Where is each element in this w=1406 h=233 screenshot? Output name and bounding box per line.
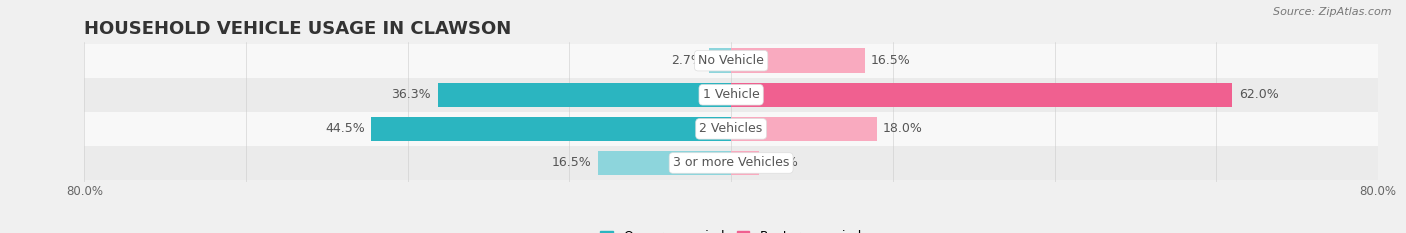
Text: 2.7%: 2.7% <box>671 54 703 67</box>
Text: No Vehicle: No Vehicle <box>699 54 763 67</box>
Text: HOUSEHOLD VEHICLE USAGE IN CLAWSON: HOUSEHOLD VEHICLE USAGE IN CLAWSON <box>84 20 512 38</box>
Bar <box>731 82 1232 107</box>
Text: 18.0%: 18.0% <box>883 122 922 135</box>
Text: 16.5%: 16.5% <box>870 54 911 67</box>
Text: 3.5%: 3.5% <box>766 157 797 169</box>
Text: Source: ZipAtlas.com: Source: ZipAtlas.com <box>1274 7 1392 17</box>
Bar <box>84 78 1378 112</box>
Bar <box>437 82 731 107</box>
Text: 2 Vehicles: 2 Vehicles <box>700 122 762 135</box>
Bar <box>84 44 1378 78</box>
Bar <box>84 112 1378 146</box>
Text: 3 or more Vehicles: 3 or more Vehicles <box>673 157 789 169</box>
Text: 16.5%: 16.5% <box>551 157 592 169</box>
Bar <box>731 116 877 141</box>
Text: 36.3%: 36.3% <box>391 88 432 101</box>
Bar <box>709 48 731 73</box>
Text: 1 Vehicle: 1 Vehicle <box>703 88 759 101</box>
Legend: Owner-occupied, Renter-occupied: Owner-occupied, Renter-occupied <box>596 225 866 233</box>
Bar <box>84 146 1378 180</box>
Text: 62.0%: 62.0% <box>1239 88 1278 101</box>
Bar <box>371 116 731 141</box>
Text: 44.5%: 44.5% <box>325 122 366 135</box>
Bar <box>731 151 759 175</box>
Bar <box>598 151 731 175</box>
Bar <box>731 48 865 73</box>
